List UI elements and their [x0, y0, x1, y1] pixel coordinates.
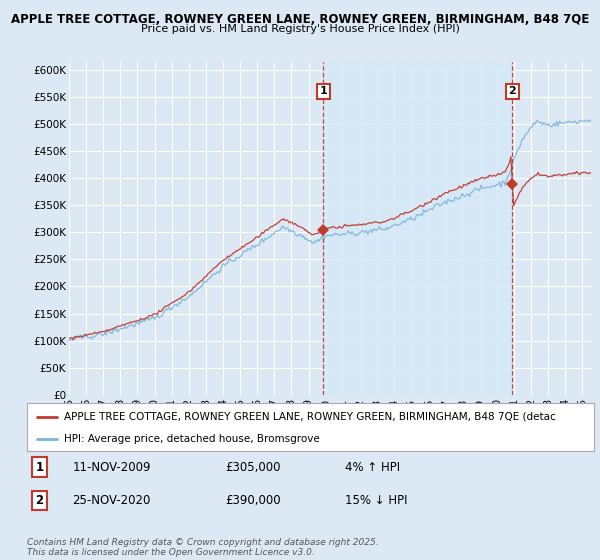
Text: £305,000: £305,000 — [226, 461, 281, 474]
Text: 1: 1 — [320, 86, 328, 96]
Text: 1: 1 — [35, 461, 44, 474]
Text: 2: 2 — [508, 86, 516, 96]
Text: £390,000: £390,000 — [226, 494, 281, 507]
Text: HPI: Average price, detached house, Bromsgrove: HPI: Average price, detached house, Brom… — [64, 434, 320, 444]
Text: 25-NOV-2020: 25-NOV-2020 — [73, 494, 151, 507]
Text: 4% ↑ HPI: 4% ↑ HPI — [344, 461, 400, 474]
Text: 2: 2 — [35, 494, 44, 507]
Text: APPLE TREE COTTAGE, ROWNEY GREEN LANE, ROWNEY GREEN, BIRMINGHAM, B48 7QE: APPLE TREE COTTAGE, ROWNEY GREEN LANE, R… — [11, 12, 589, 26]
Text: APPLE TREE COTTAGE, ROWNEY GREEN LANE, ROWNEY GREEN, BIRMINGHAM, B48 7QE (detac: APPLE TREE COTTAGE, ROWNEY GREEN LANE, R… — [64, 412, 556, 422]
Text: Contains HM Land Registry data © Crown copyright and database right 2025.
This d: Contains HM Land Registry data © Crown c… — [27, 538, 379, 557]
Text: 15% ↓ HPI: 15% ↓ HPI — [344, 494, 407, 507]
Text: 11-NOV-2009: 11-NOV-2009 — [73, 461, 151, 474]
Text: Price paid vs. HM Land Registry's House Price Index (HPI): Price paid vs. HM Land Registry's House … — [140, 24, 460, 34]
Bar — [323, 62, 512, 395]
